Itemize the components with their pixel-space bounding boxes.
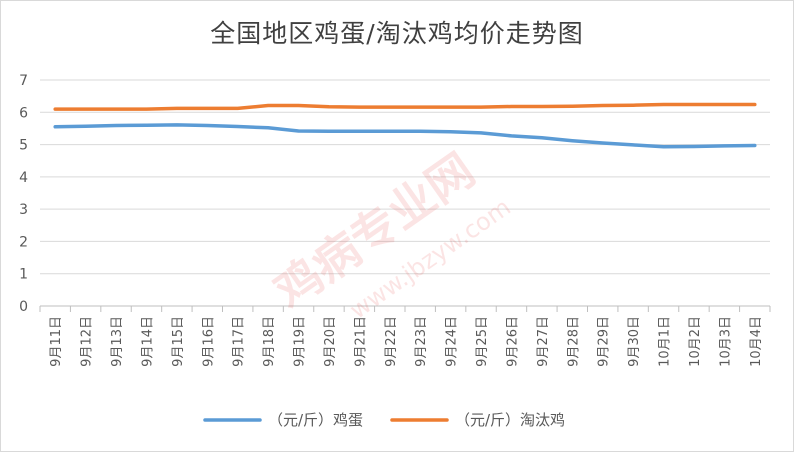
legend-label: （元/斤）淘汰鸡: [455, 411, 565, 429]
x-tick-label: 9月24日: [445, 316, 460, 367]
x-tick-label: 9月28日: [566, 316, 581, 367]
x-tick-label: 9月20日: [323, 316, 338, 367]
y-tick-label: 1: [19, 267, 28, 283]
y-tick-label: 7: [19, 73, 28, 89]
y-tick-label: 6: [19, 105, 28, 121]
y-tick-label: 4: [19, 170, 28, 186]
x-tick-label: 9月29日: [597, 316, 612, 367]
series-line-culled-hen: [53, 102, 757, 111]
y-axis: 0 1 2 3 4 5 6 7: [19, 73, 28, 315]
series-lines: [53, 102, 757, 149]
gridlines: [40, 79, 770, 307]
x-tick-label: 9月27日: [536, 316, 551, 367]
x-tick-label: 9月18日: [262, 316, 277, 367]
x-tick-label: 10月1日: [658, 316, 673, 367]
x-tick-label: 10月3日: [718, 316, 733, 367]
y-tick-label: 3: [19, 202, 28, 218]
y-tick-label: 2: [19, 234, 28, 250]
x-tick-label: 9月22日: [384, 316, 399, 367]
x-tick-label: 9月16日: [201, 316, 216, 367]
x-tick-label: 9月13日: [110, 316, 125, 367]
x-tick-label: 9月21日: [353, 316, 368, 367]
x-tick-label: 9月25日: [475, 316, 490, 367]
y-tick-label: 5: [19, 138, 28, 154]
legend-label: （元/斤）鸡蛋: [268, 411, 363, 429]
legend: （元/斤）鸡蛋 （元/斤）淘汰鸡: [203, 411, 565, 429]
series-line-egg: [53, 123, 757, 149]
x-tick-label: 9月12日: [80, 316, 95, 367]
x-tick-label: 9月26日: [505, 316, 520, 367]
x-tick-label: 9月15日: [171, 316, 186, 367]
chart-title: 全国地区鸡蛋/淘汰鸡均价走势图: [210, 19, 584, 48]
x-tick-label: 10月4日: [749, 316, 764, 367]
x-axis: 9月11日 9月12日 9月13日 9月14日 9月15日 9月16日 9月17日 9月18日…: [39, 306, 771, 367]
y-tick-label: 0: [19, 299, 28, 315]
x-tick-label: 9月11日: [49, 316, 64, 367]
x-tick-label: 10月2日: [688, 316, 703, 367]
x-tick-label: 9月23日: [414, 316, 429, 367]
x-tick-label: 9月17日: [232, 316, 247, 367]
x-tick-label: 9月19日: [293, 316, 308, 367]
x-tick-label: 9月30日: [627, 316, 642, 367]
x-tick-label: 9月14日: [140, 316, 155, 367]
